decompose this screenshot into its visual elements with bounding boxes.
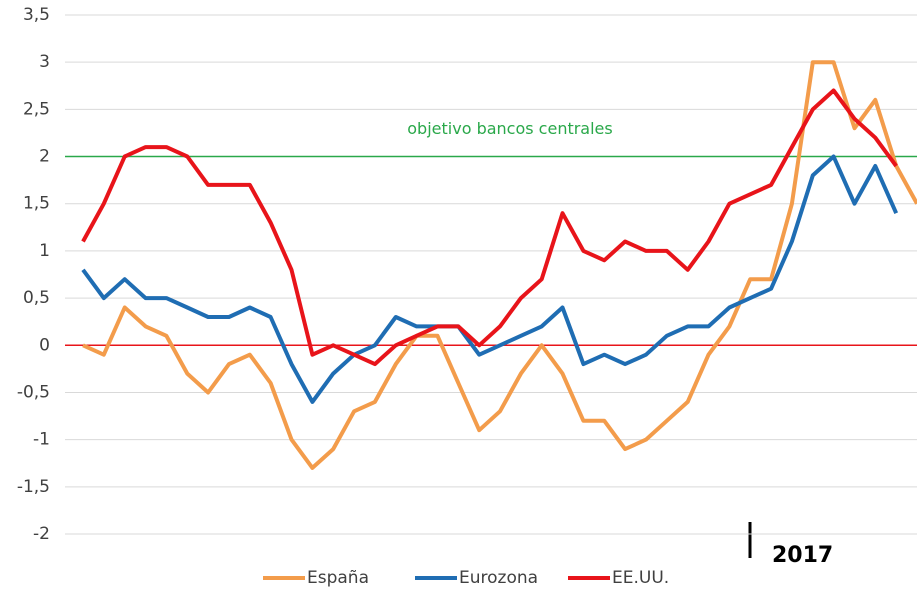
y-tick-label: 1,5 (23, 194, 50, 214)
y-tick-label: 3,5 (23, 5, 50, 25)
y-tick-label: -2 (33, 524, 50, 544)
y-tick-label: 1 (39, 241, 50, 261)
series-line (82, 60, 917, 470)
y-tick-label: 2,5 (23, 99, 50, 119)
y-tick-label: -1 (33, 430, 50, 450)
legend-label: Eurozona (459, 568, 538, 588)
y-tick-label: -1,5 (17, 477, 50, 497)
y-tick-label: -0,5 (17, 382, 50, 402)
reference-label: objetivo bancos centrales (407, 119, 612, 138)
legend-label: EE.UU. (612, 568, 669, 588)
series-line (81, 154, 899, 404)
y-tick-label: 0 (39, 335, 50, 355)
annotation: 2017 (772, 543, 833, 568)
series-line (81, 88, 898, 367)
legend-label: España (307, 568, 369, 588)
y-tick-label: 3 (39, 52, 50, 72)
y-tick-label: 2 (39, 147, 50, 167)
y-tick-label: 0,5 (23, 288, 50, 308)
